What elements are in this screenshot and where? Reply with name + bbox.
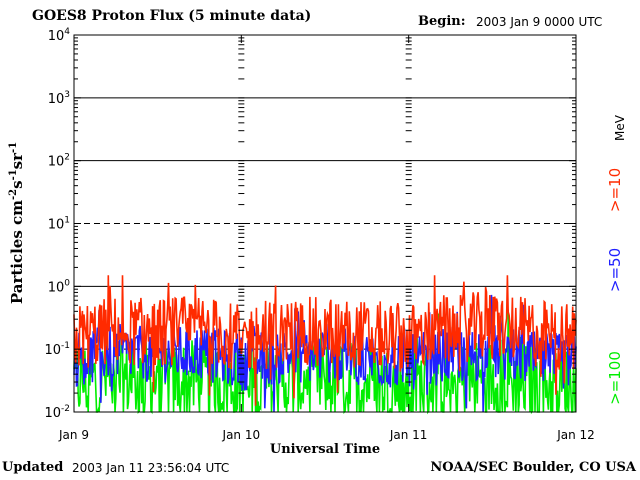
series-line-gte100 <box>73 309 577 415</box>
legend-entry: >=10 <box>606 168 624 212</box>
legend-entry: >=100 <box>606 351 624 405</box>
updated-label: Updated <box>2 460 64 475</box>
credit-text: NOAA/SEC Boulder, CO USA <box>430 460 636 475</box>
x-tick-label: Jan 10 <box>222 428 261 442</box>
x-tick-label: Jan 11 <box>389 428 428 442</box>
y-tick-labels: 10-2 10-1 100 101 102 103 104 <box>44 27 70 421</box>
y-axis-label: Particles cm-2s-1sr-1 <box>8 142 26 304</box>
legend-unit: MeV <box>613 114 627 141</box>
x-tick-label: Jan 12 <box>556 428 595 442</box>
y-tick-label: 102 <box>48 153 70 170</box>
begin-label: Begin: <box>418 14 466 29</box>
begin-value: 2003 Jan 9 0000 UTC <box>476 15 603 29</box>
legend: >=10 >=50 >=100 MeV <box>606 114 627 405</box>
axis-ticks <box>73 35 577 413</box>
y-tick-label: 10-1 <box>44 341 70 358</box>
legend-entry: >=50 <box>606 248 624 292</box>
x-tick-labels: Jan 9 Jan 10 Jan 11 Jan 12 <box>58 428 595 442</box>
updated-value: 2003 Jan 11 23:56:04 UTC <box>72 461 230 475</box>
y-tick-label: 104 <box>48 27 71 44</box>
y-tick-label: 100 <box>48 278 71 295</box>
chart-title: GOES8 Proton Flux (5 minute data) <box>32 8 312 24</box>
y-tick-label: 101 <box>48 216 70 233</box>
y-tick-label: 10-2 <box>44 404 70 421</box>
y-tick-label: 103 <box>48 90 70 107</box>
x-axis-label: Universal Time <box>270 442 380 457</box>
x-tick-label: Jan 9 <box>58 428 89 442</box>
series-line-gte10 <box>73 275 577 406</box>
series-group <box>73 275 577 415</box>
